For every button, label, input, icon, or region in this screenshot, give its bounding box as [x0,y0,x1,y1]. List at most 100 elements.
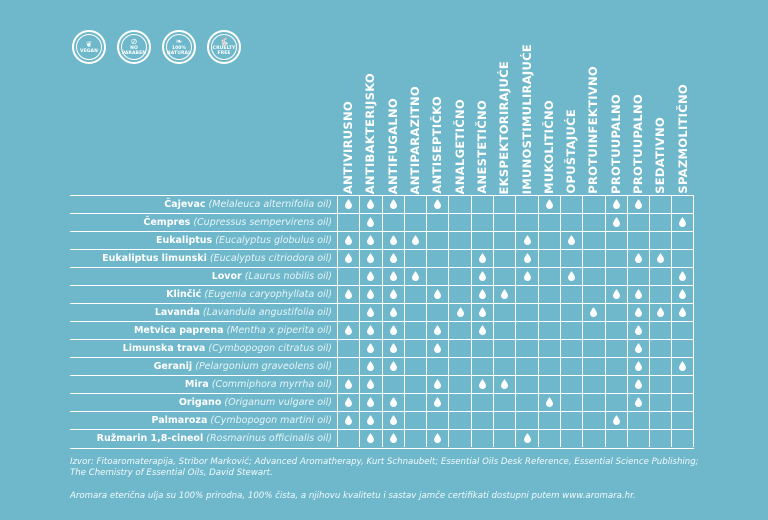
table-cell [337,302,359,321]
column-header: OPUŠTAJUĆE [560,20,582,194]
oil-latin-name: (Pelargonium graveolens oil) [195,361,332,372]
rabbit-icon: 🐇 [219,37,229,46]
oil-label: Eukaliptus (Eucalyptus globulus oil) [70,232,332,248]
table-cell [671,266,694,285]
oil-label: Eukaliptus limunski (Eucalyptus citriodo… [70,250,332,266]
table-cell [626,356,649,375]
drop-icon [367,338,375,357]
drop-icon [568,230,576,249]
drop-icon [367,194,375,213]
drop-icon [635,374,642,393]
column-header-label: SEDATIVNO [653,117,668,194]
table-cell [649,356,671,375]
column-header-label: PROTUUPALNO [631,94,646,194]
table-cell [426,248,448,267]
row-cells [337,356,694,375]
table-cell [403,374,426,393]
table-cell [604,320,627,339]
table-cell [448,284,470,303]
badge-cruelty-free: 🐇 CRUELTY FREE [207,30,241,64]
table-cell [671,248,694,267]
table-cell [381,338,404,357]
drop-icon [389,410,397,429]
table-cell [493,212,515,231]
drop-icon [635,248,642,267]
table-cell [470,392,493,411]
oil-label: Lovor (Laurus nobilis oil) [70,268,332,284]
table-cell [671,356,694,375]
oil-label: Čajevac (Melaleuca alternifolia oil) [70,196,332,212]
table-cell [604,392,627,411]
table-row: Čajevac (Melaleuca alternifolia oil) [70,194,694,213]
row-cells [337,428,694,447]
row-cells [337,338,694,357]
drop-icon [478,320,486,339]
table-cell [515,356,537,375]
drop-icon [657,248,665,267]
table-cell [649,212,671,231]
drop-icon [345,374,353,393]
table-cell [582,248,604,267]
table-cell [470,338,493,357]
footer: Izvor: Fitoaromaterapija, Stribor Markov… [70,457,710,502]
table-cell [559,356,582,375]
table-cell [426,356,448,375]
drop-icon [389,338,397,357]
table-cell [359,392,381,411]
table-cell [582,266,604,285]
drop-icon [412,266,420,285]
table-cell [604,266,627,285]
column-header-label: ANTIFUGALNO [385,97,400,194]
table-cell [493,230,515,249]
table-cell [493,302,515,321]
table-cell [582,230,604,249]
table-cell [426,302,448,321]
table-cell [448,374,470,393]
oil-name: Mira [184,379,209,390]
drop-icon [478,284,486,303]
column-header: PROTUUPALNO [627,20,649,194]
drop-icon [545,392,553,411]
drop-icon [345,248,353,267]
source-note: Izvor: Fitoaromaterapija, Stribor Markov… [70,457,699,478]
table-cell [559,248,582,267]
table-cell [626,266,649,285]
table-cell [515,320,537,339]
oil-name: Lavanda [154,307,200,318]
table-cell [448,248,470,267]
oil-name: Klinčić [166,289,202,300]
table-cell [381,302,404,321]
column-header: SPAZMOLITIČNO [672,20,694,194]
table-cell [448,320,470,339]
table-cell [493,374,515,393]
oil-name: Ružmarin 1,8-cineol [96,433,204,444]
table-cell [381,248,404,267]
table-cell [649,320,671,339]
table-cell [403,356,426,375]
drop-icon [367,320,375,339]
table-cell [403,338,426,357]
table-cell [381,374,404,393]
property-headers: ANTIVIRUSNO ANTIBAKTERIJSKO ANTIFUGALNO ANT… [337,20,694,194]
table-cell [337,320,359,339]
drop-icon [367,230,375,249]
table-cell [559,338,582,357]
leaf-icon: ❦ [85,39,93,49]
column-header-label: IMUNOSTIMULIRAJUĆE [519,43,534,194]
oil-name: Eukaliptus [155,235,213,246]
badge-label: NO PARABEN [121,46,147,56]
column-header: ANTIVIRUSNO [337,20,359,194]
table-cell [448,266,470,285]
column-header-label: OPUŠTAJUĆE [564,109,579,194]
drop-icon [523,428,531,447]
table-cell [403,266,426,285]
column-header: ANTIPARAZITNO [404,20,426,194]
drop-icon [434,428,442,447]
table-row: Metvica paprena (Mentha x piperita oil) [70,320,694,339]
table-row: Limunska trava (Cymbopogon citratus oil) [70,338,694,357]
column-header-label: SPAZMOLITIČNO [675,84,690,194]
table-cell [537,194,560,213]
column-header: ANALGETIČNO [449,20,471,194]
table-cell [337,230,359,249]
table-cell [470,410,493,429]
